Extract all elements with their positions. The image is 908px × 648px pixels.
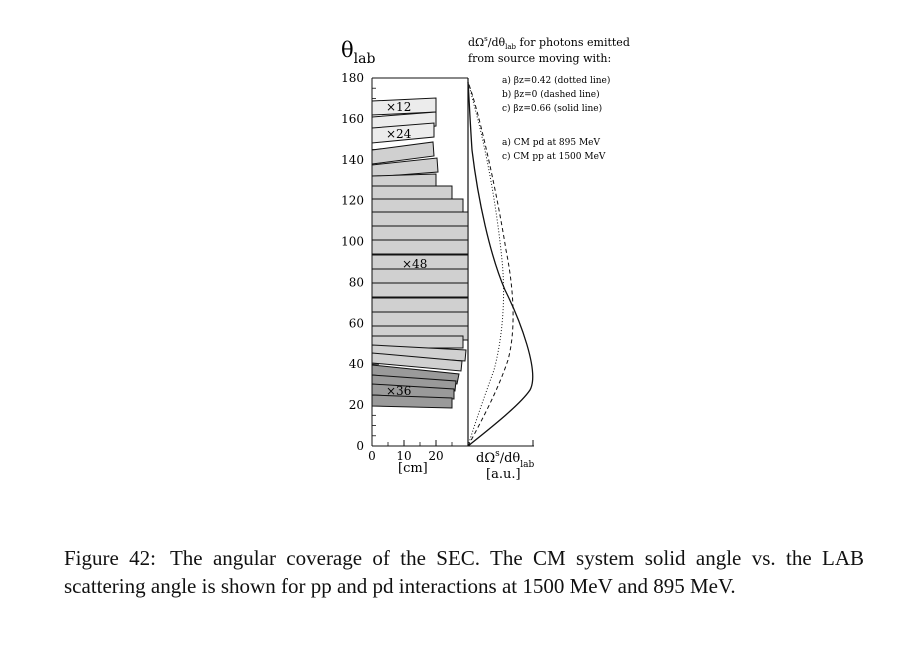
x-ticks: 0 10 20 xyxy=(368,440,453,463)
multiplicity-label-48: ×48 xyxy=(402,257,427,271)
multiplicity-label-24: ×24 xyxy=(386,127,412,141)
right-axis-unit: [a.u.] xyxy=(486,467,521,482)
multiplicity-label-36: ×36 xyxy=(386,384,411,398)
slab-x48 xyxy=(371,211,469,227)
y-tick-label: 40 xyxy=(349,357,364,371)
y-tick-label: 160 xyxy=(341,112,364,126)
figure-caption: Figure 42: The angular coverage of the S… xyxy=(64,544,864,600)
slab-x24 xyxy=(371,198,464,213)
multiplicity-label-12: ×12 xyxy=(386,100,411,114)
curve-dotted-beta-042 xyxy=(467,81,505,447)
slab-x48 xyxy=(371,311,469,327)
curve-dashed-beta-0 xyxy=(467,81,514,447)
detector-slabs xyxy=(371,97,469,409)
right-axis-label: dΩs/dθlab xyxy=(476,449,535,470)
slab-x48 xyxy=(371,225,469,241)
slab-x48 xyxy=(371,335,464,349)
y-axis-title: θlab xyxy=(341,38,375,67)
legend-system-c: c) CM pp at 1500 MeV xyxy=(502,151,606,162)
y-tick-label: 180 xyxy=(341,71,364,85)
legend-system-a: a) CM pd at 895 MeV xyxy=(502,137,601,148)
y-tick-label: 80 xyxy=(349,275,364,289)
x-tick-label: 0 xyxy=(368,449,376,463)
y-tick-label: 60 xyxy=(349,316,364,330)
slab-x48 xyxy=(371,344,467,362)
slab-x24 xyxy=(371,141,435,165)
y-tick-label: 0 xyxy=(356,439,364,453)
legend-beta-b: b) βz=0 (dashed line) xyxy=(502,89,600,100)
caption-text: The angular coverage of the SEC. The CM … xyxy=(64,546,864,598)
slab-x48 xyxy=(371,297,469,313)
slab-x24 xyxy=(371,185,453,200)
slab-x48 xyxy=(371,239,469,255)
slab-x24 xyxy=(371,157,439,178)
slab-x24 xyxy=(371,122,435,144)
legend-heading-line1: dΩs/dθlab for photons emitted xyxy=(468,35,630,51)
legend-heading-line2: from source moving with: xyxy=(468,52,611,65)
caption-label: Figure 42: xyxy=(64,546,157,570)
y-tick-label: 140 xyxy=(341,153,364,167)
x-tick-label: 10 xyxy=(396,449,411,463)
x-tick-label: 20 xyxy=(428,449,443,463)
y-tick-label: 20 xyxy=(349,398,364,412)
slab-x36 xyxy=(371,383,455,400)
slab-x36 xyxy=(371,394,453,409)
legend-beta-a: a) βz=0.42 (dotted line) xyxy=(502,75,610,86)
legend-beta-c: c) βz=0.66 (solid line) xyxy=(502,103,602,114)
y-tick-label: 100 xyxy=(341,235,364,249)
slab-x36 xyxy=(371,374,457,392)
figure: θlab 180 160 140 120 100 80 60 40 20 0 0 10 20 ×12 … xyxy=(341,35,630,482)
slab-x48 xyxy=(371,268,469,284)
slab-x48 xyxy=(371,282,469,298)
x-unit-label: [cm] xyxy=(398,461,428,476)
y-tick-label: 120 xyxy=(341,194,364,208)
slab-x48 xyxy=(371,352,463,372)
curve-solid-beta-066 xyxy=(467,81,534,447)
